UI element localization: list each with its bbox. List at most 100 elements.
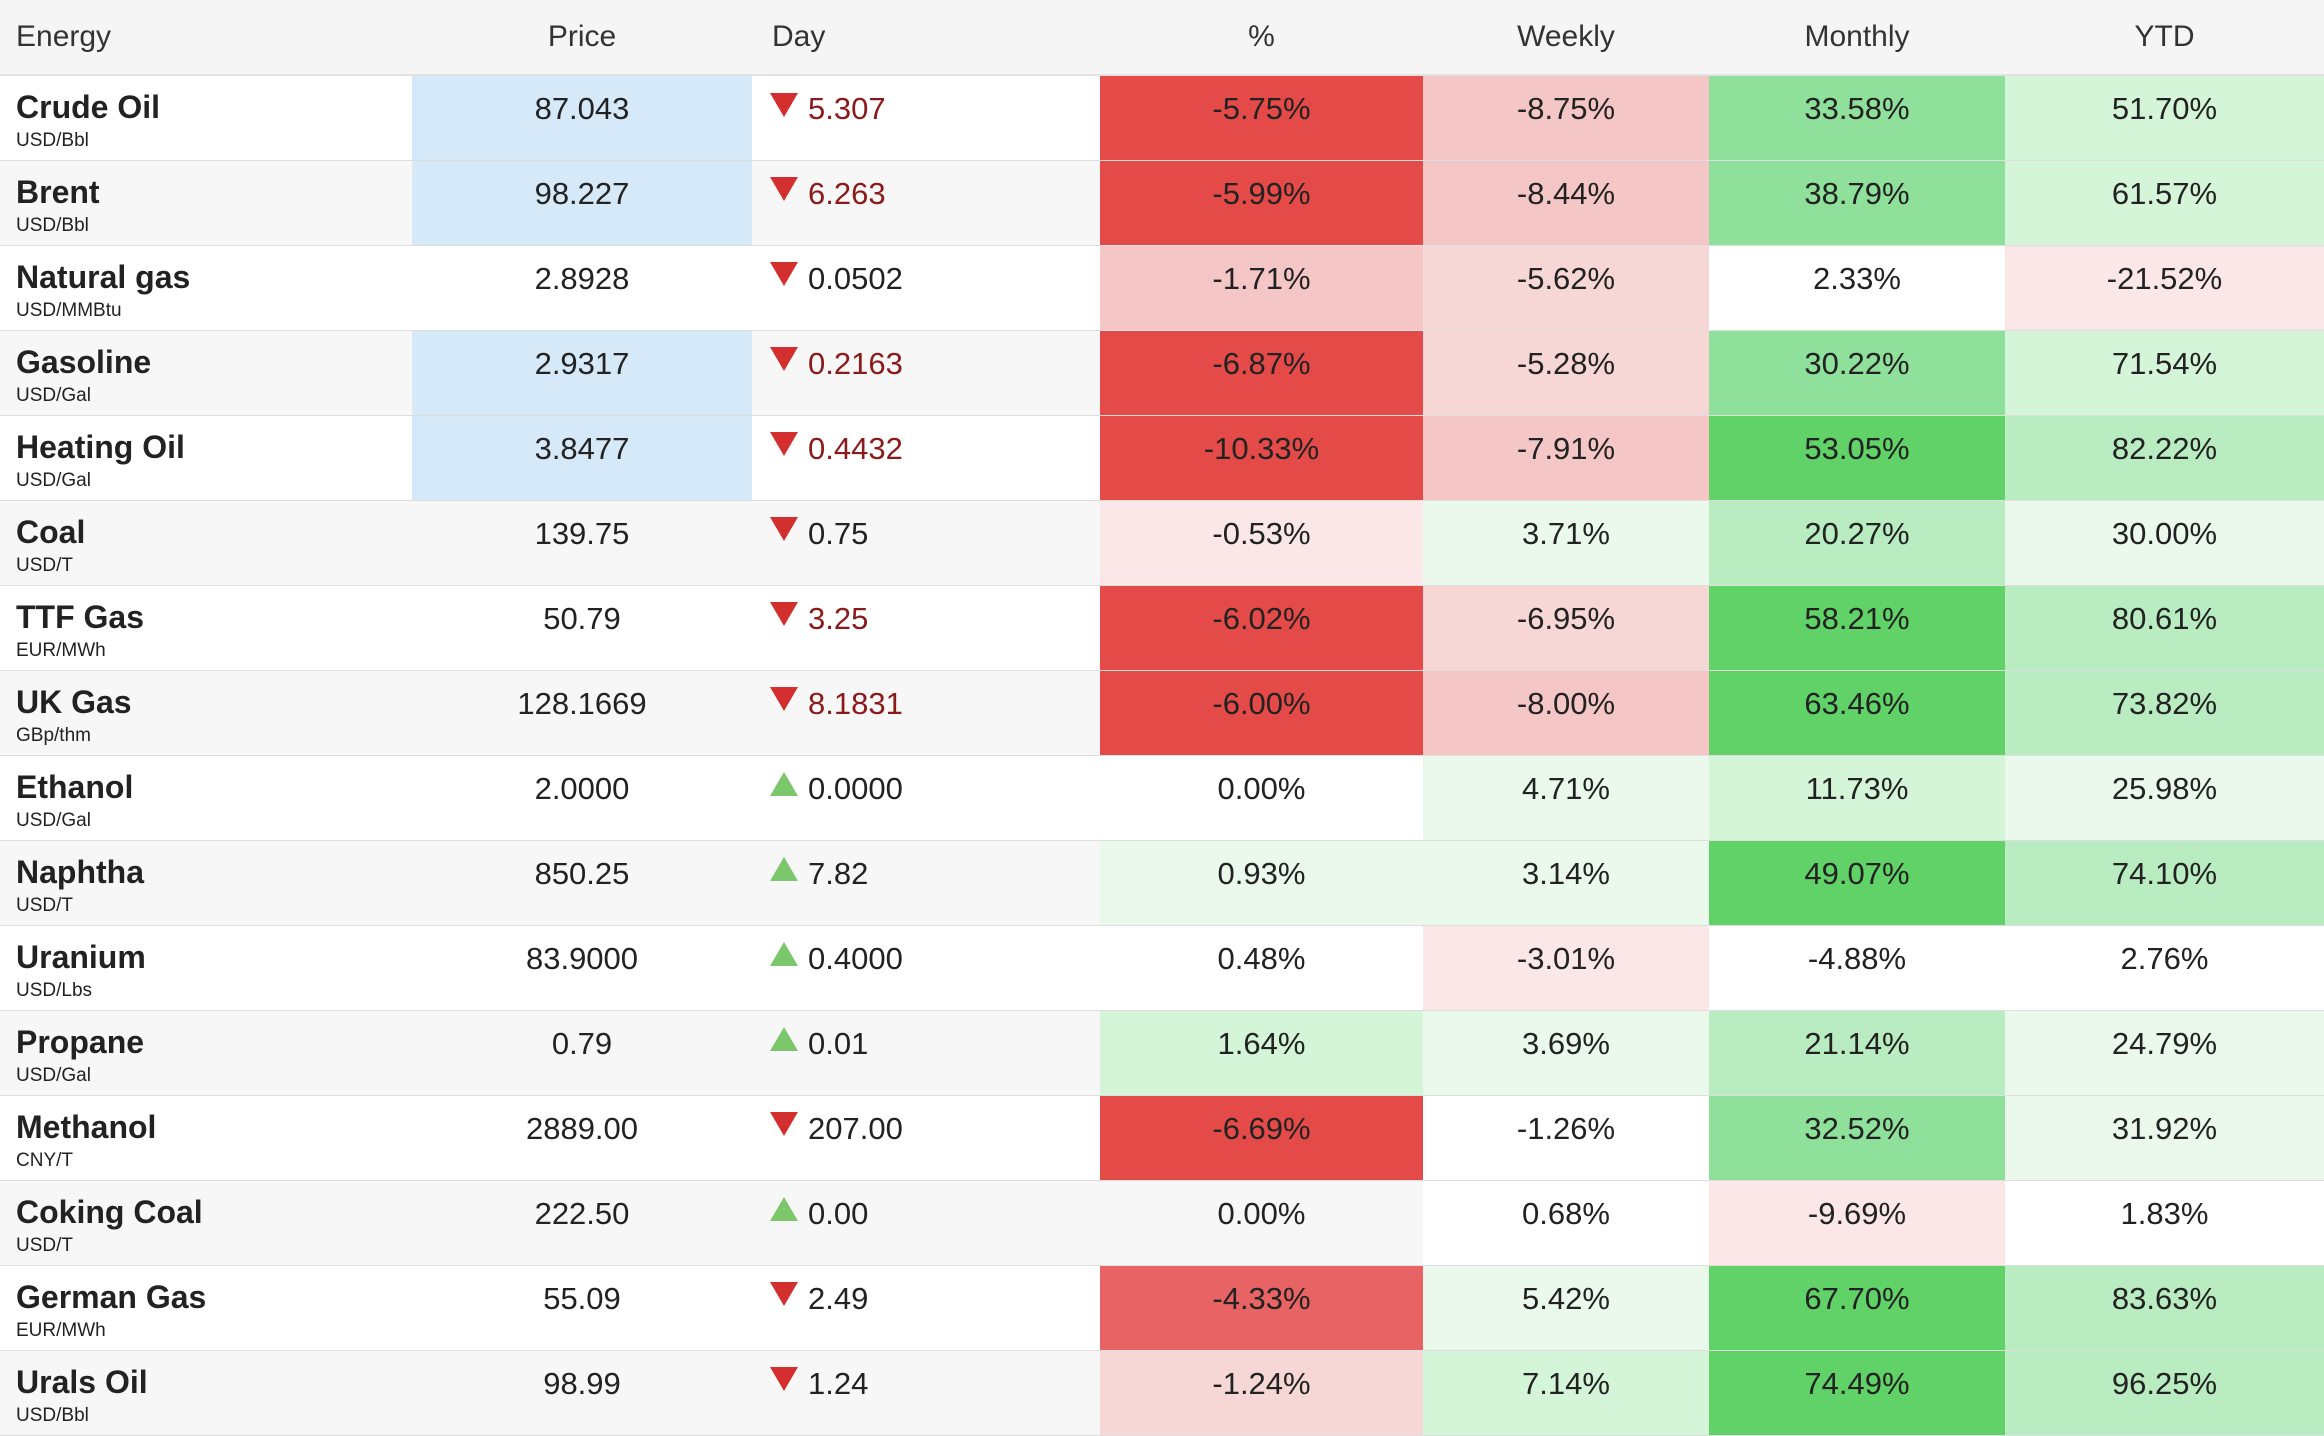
commodity-cell[interactable]: Methanol CNY/T — [0, 1095, 412, 1180]
commodity-name[interactable]: Coking Coal — [16, 1193, 203, 1230]
commodity-unit: USD/Bbl — [16, 1404, 89, 1426]
price-value: 83.9000 — [525, 940, 639, 976]
column-header-weekly[interactable]: Weekly — [1423, 0, 1709, 76]
price-value: 98.227 — [534, 175, 630, 211]
column-header-price[interactable]: Price — [412, 0, 752, 76]
commodity-name[interactable]: UK Gas — [16, 683, 132, 720]
monthly-cell: 32.52% — [1709, 1095, 2005, 1180]
table-row[interactable]: UK Gas GBp/thm 128.1669 8.1831 -6.00% -8.00% 6… — [0, 670, 2324, 755]
commodity-cell[interactable]: UK Gas GBp/thm — [0, 670, 412, 755]
weekly-cell: -7.91% — [1423, 415, 1709, 500]
commodity-name[interactable]: Uranium — [16, 938, 146, 975]
weekly-value: -8.00% — [1516, 685, 1616, 721]
commodity-cell[interactable]: Coal USD/T — [0, 500, 412, 585]
monthly-cell: 58.21% — [1709, 585, 2005, 670]
commodity-name[interactable]: German Gas — [16, 1278, 207, 1315]
ytd-cell: 82.22% — [2005, 415, 2324, 500]
commodity-cell[interactable]: Ethanol USD/Gal — [0, 755, 412, 840]
table-row[interactable]: Naphtha USD/T 850.25 7.82 0.93% 3.14% 49.07% 74… — [0, 840, 2324, 925]
commodity-cell[interactable]: Crude Oil USD/Bbl — [0, 75, 412, 160]
ytd-value: 1.83% — [2120, 1195, 2209, 1231]
table-row[interactable]: Ethanol USD/Gal 2.0000 0.0000 0.00% 4.71% 11.7… — [0, 755, 2324, 840]
table-row[interactable]: Natural gas USD/MMBtu 2.8928 0.0502 -1.71% -5… — [0, 245, 2324, 330]
commodity-name[interactable]: Crude Oil — [16, 89, 161, 125]
column-header-ytd[interactable]: YTD — [2005, 0, 2324, 76]
triangle-up-icon — [770, 1027, 798, 1052]
commodity-cell[interactable]: Coking Coal USD/T — [0, 1180, 412, 1265]
commodity-cell[interactable]: Propane USD/Gal — [0, 1010, 412, 1095]
commodity-name[interactable]: TTF Gas — [16, 598, 145, 635]
commodity-name[interactable]: Brent — [16, 173, 100, 210]
table-row[interactable]: Heating Oil USD/Gal 3.8477 0.4432 -10.33% -7.… — [0, 415, 2324, 500]
table-row[interactable]: Propane USD/Gal 0.79 0.01 1.64% 3.69% 21.14% 24… — [0, 1010, 2324, 1095]
weekly-cell: 4.71% — [1423, 755, 1709, 840]
monthly-value: 30.22% — [1804, 345, 1910, 381]
monthly-value: 49.07% — [1804, 855, 1910, 891]
column-header-day[interactable]: Day — [752, 0, 1100, 76]
column-header-monthly[interactable]: Monthly — [1709, 0, 2005, 76]
percent-value: -6.02% — [1212, 600, 1311, 636]
commodity-name[interactable]: Gasoline — [16, 343, 152, 380]
ytd-value: 96.25% — [2111, 1365, 2218, 1401]
ytd-value: 82.22% — [2111, 430, 2218, 466]
price-value: 2.0000 — [534, 770, 630, 806]
commodity-cell[interactable]: Heating Oil USD/Gal — [0, 415, 412, 500]
day-change-value: 6.263 — [808, 175, 886, 211]
table-row[interactable]: Uranium USD/Lbs 83.9000 0.4000 0.48% -3.01% -4… — [0, 925, 2324, 1010]
table-row[interactable]: Gasoline USD/Gal 2.9317 0.2163 -6.87% -5.28% 3… — [0, 330, 2324, 415]
price-cell: 850.25 — [412, 840, 752, 925]
table-row[interactable]: Methanol CNY/T 2889.00 207.00 -6.69% -1.26% 32… — [0, 1095, 2324, 1180]
commodity-unit: GBp/thm — [16, 724, 91, 746]
commodity-name[interactable]: Urals Oil — [16, 1363, 148, 1400]
ytd-cell: 71.54% — [2005, 330, 2324, 415]
day-change-cell: 0.2163 — [752, 330, 1100, 415]
commodity-unit: USD/Gal — [16, 384, 91, 406]
day-change-cell: 2.49 — [752, 1265, 1100, 1350]
commodity-cell[interactable]: Uranium USD/Lbs — [0, 925, 412, 1010]
table-row[interactable]: Crude Oil USD/Bbl 87.043 5.307 -5.75% -8.75% 3… — [0, 75, 2324, 160]
weekly-cell: 0.68% — [1423, 1180, 1709, 1265]
day-change-value: 1.24 — [808, 1365, 869, 1401]
day-change-value: 0.00 — [808, 1195, 869, 1231]
monthly-value: 58.21% — [1804, 600, 1910, 636]
commodity-cell[interactable]: Gasoline USD/Gal — [0, 330, 412, 415]
commodity-cell[interactable]: Natural gas USD/MMBtu — [0, 245, 412, 330]
commodity-name[interactable]: Naphtha — [16, 853, 144, 890]
column-header-energy[interactable]: Energy — [0, 0, 412, 76]
ytd-value: 51.70% — [2111, 91, 2218, 126]
commodity-cell[interactable]: Naphtha USD/T — [0, 840, 412, 925]
commodity-cell[interactable]: Brent USD/Bbl — [0, 160, 412, 245]
commodity-cell[interactable]: Urals Oil USD/Bbl — [0, 1350, 412, 1435]
commodity-name[interactable]: Coal — [16, 513, 86, 550]
commodity-name[interactable]: Propane — [16, 1023, 145, 1060]
price-value: 87.043 — [534, 91, 630, 126]
column-header-percent[interactable]: % — [1100, 0, 1423, 76]
monthly-value: -9.69% — [1807, 1195, 1907, 1231]
table-row[interactable]: Coal USD/T 139.75 0.75 -0.53% 3.71% 20.27% 30.0… — [0, 500, 2324, 585]
weekly-cell: -5.28% — [1423, 330, 1709, 415]
table-row[interactable]: German Gas EUR/MWh 55.09 2.49 -4.33% 5.42% 67.… — [0, 1265, 2324, 1350]
price-cell: 55.09 — [412, 1265, 752, 1350]
weekly-value: -3.01% — [1516, 940, 1616, 976]
ytd-value: 71.54% — [2111, 345, 2218, 381]
weekly-cell: 3.71% — [1423, 500, 1709, 585]
commodity-unit: USD/Gal — [16, 809, 91, 831]
table-row[interactable]: Urals Oil USD/Bbl 98.99 1.24 -1.24% 7.14% 74.4… — [0, 1350, 2324, 1435]
monthly-value: -4.88% — [1807, 940, 1907, 976]
monthly-value: 63.46% — [1804, 685, 1910, 721]
commodity-name[interactable]: Natural gas — [16, 258, 191, 295]
commodity-name[interactable]: Heating Oil — [16, 428, 185, 465]
percent-value: 0.00% — [1217, 770, 1306, 806]
table-row[interactable]: Coking Coal USD/T 222.50 0.00 0.00% 0.68% -9.6… — [0, 1180, 2324, 1265]
commodity-name[interactable]: Ethanol — [16, 768, 134, 805]
commodity-cell[interactable]: German Gas EUR/MWh — [0, 1265, 412, 1350]
day-change-value: 3.25 — [808, 600, 869, 636]
table-row[interactable]: TTF Gas EUR/MWh 50.79 3.25 -6.02% -6.95% 58.21… — [0, 585, 2324, 670]
table-row[interactable]: Brent USD/Bbl 98.227 6.263 -5.99% -8.44% 38.79… — [0, 160, 2324, 245]
price-value: 128.1669 — [517, 685, 647, 721]
commodity-unit: USD/T — [16, 1234, 73, 1256]
price-cell: 2.9317 — [412, 330, 752, 415]
commodity-cell[interactable]: TTF Gas EUR/MWh — [0, 585, 412, 670]
commodity-name[interactable]: Methanol — [16, 1108, 157, 1145]
